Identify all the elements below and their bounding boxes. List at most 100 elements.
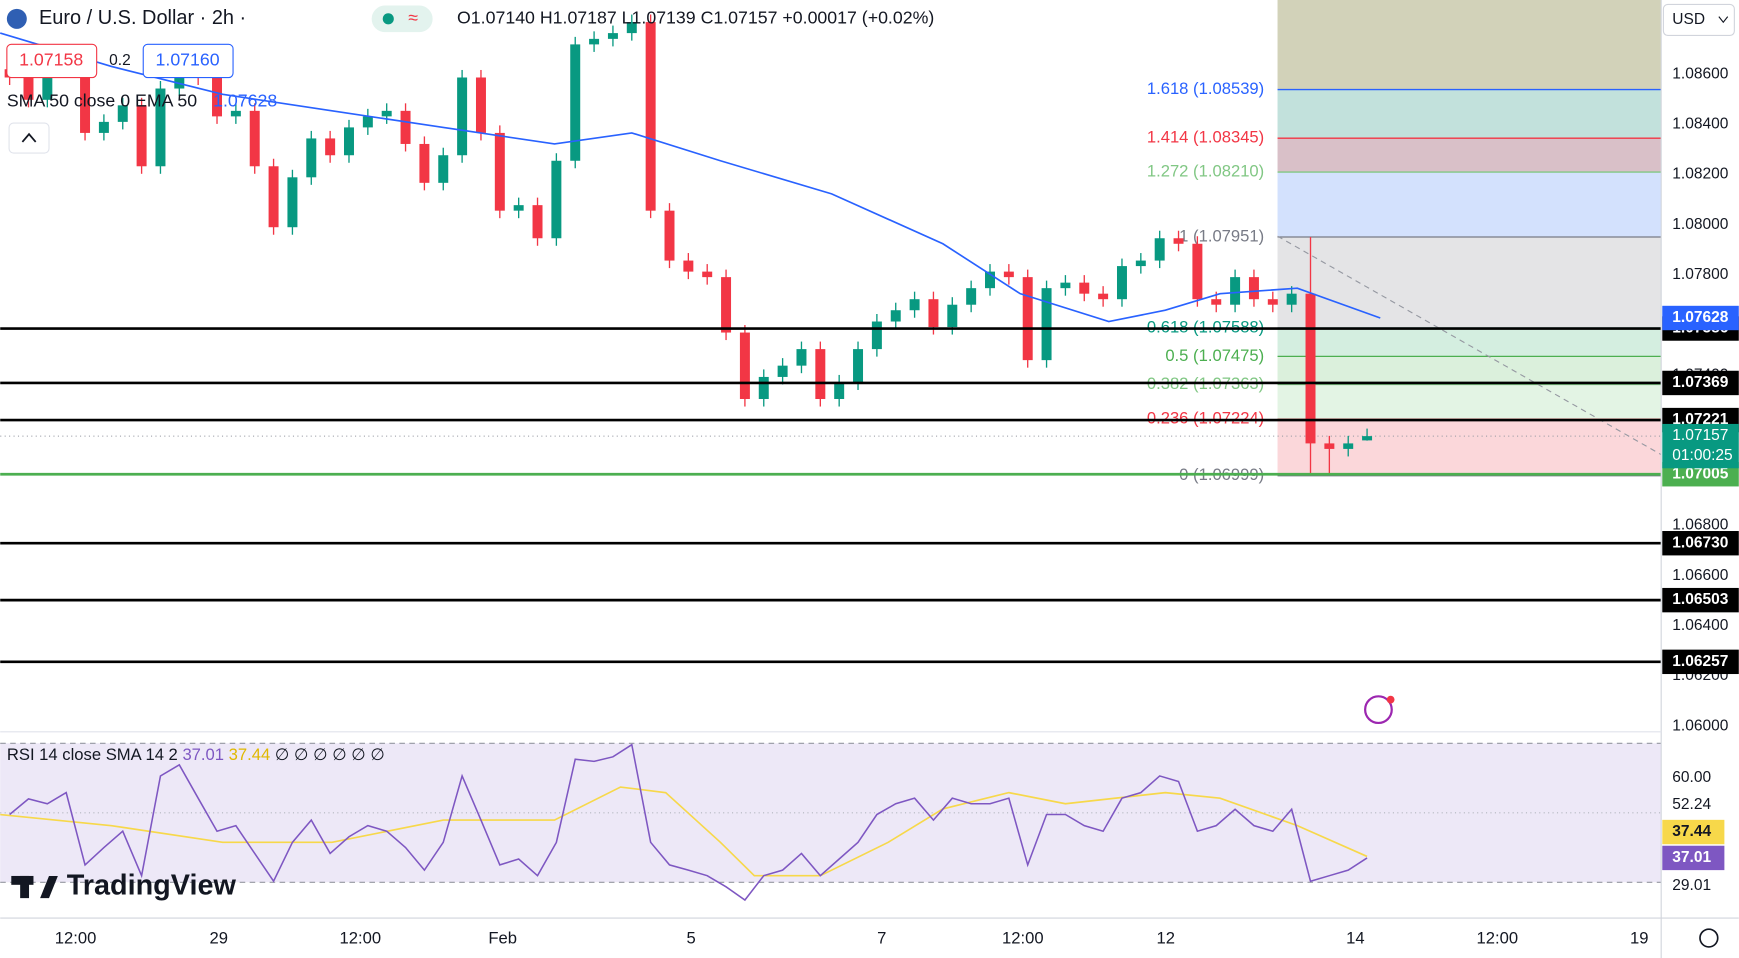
last-price-badge (1662, 423, 1739, 469)
status-pill[interactable] (371, 5, 433, 33)
candle-body (532, 205, 543, 239)
candle-body (1192, 243, 1203, 300)
x-tick-label: 12:00 (1002, 929, 1044, 948)
fib-label: 1.618 (1.08539) (1147, 79, 1264, 98)
y-tick-label: 1.08200 (1672, 166, 1728, 183)
fib-zone (1277, 328, 1662, 357)
rsi-line (9, 743, 1368, 902)
candle-body (947, 304, 958, 328)
candle-body (325, 138, 336, 156)
candle-body (155, 88, 166, 167)
buy-button[interactable] (142, 43, 234, 79)
rsi-nulls: ∅ ∅ ∅ ∅ ∅ ∅ (275, 746, 385, 765)
candle-body (1305, 293, 1316, 444)
y-tick-label: 1.08600 (1672, 65, 1728, 82)
alert-icon[interactable] (1364, 695, 1393, 725)
rsi-legend: RSI 14 close SMA 14 2 37.01 37.44 ∅ ∅ ∅ … (7, 746, 385, 765)
x-tick-label: 12 (1156, 929, 1175, 948)
candle-body (853, 349, 864, 383)
y-tick-label: 1.08000 (1672, 216, 1728, 233)
candle-body (1248, 277, 1259, 300)
candle-body (777, 365, 788, 377)
status-dot (382, 13, 394, 25)
candle-body (1041, 288, 1052, 361)
x-tick-label: 12:00 (55, 929, 97, 948)
trend-line (1277, 235, 1662, 456)
rsi-ma-value: 37.44 (229, 746, 271, 765)
fib-zone (1277, 89, 1662, 139)
candle-body (551, 160, 562, 239)
candle-body (645, 22, 656, 211)
x-tick-label: 19 (1630, 929, 1649, 948)
fib-label: 0.618 (1.07588) (1147, 317, 1264, 336)
alert-dot (1386, 695, 1395, 704)
candle-body (758, 376, 769, 400)
candle-body (1173, 238, 1184, 244)
level-badge-label: 1.07005 (1672, 465, 1728, 482)
candle-body (80, 55, 91, 133)
y-tick-label: 1.07800 (1672, 266, 1728, 283)
candle-body (796, 349, 807, 366)
x-tick-label: 14 (1346, 929, 1365, 948)
rsi-axis-value: 29.01 (1672, 877, 1711, 894)
y-tick-label: 1.06600 (1672, 567, 1728, 584)
collapse-icon (21, 132, 37, 143)
level-badge (1662, 531, 1739, 556)
y-tick-label: 1.06400 (1672, 617, 1728, 634)
candle-body (1343, 443, 1354, 449)
flag-icon (6, 8, 27, 29)
candle-body (475, 77, 486, 133)
symbol-title: Euro / U.S. Dollar · 2h · (39, 7, 246, 29)
rsi-title: RSI 14 close SMA 14 2 (7, 746, 178, 765)
status-wave: ≈ (408, 8, 418, 28)
candle-body (871, 321, 882, 350)
fib-label: 1.272 (1.08210) (1147, 161, 1264, 180)
candle-body (815, 349, 826, 400)
candle-body (306, 138, 317, 178)
rsi-badge-label: 37.01 (1672, 849, 1711, 866)
candle-body (212, 77, 223, 117)
level-badge (1662, 370, 1739, 396)
candle-body (1230, 277, 1241, 305)
fib-zone (1277, 384, 1662, 420)
spread: 0.2 (109, 52, 131, 69)
x-tick-label: 5 (687, 929, 696, 948)
x-tick-label: 7 (877, 929, 886, 948)
fib-zone (1277, 0, 1662, 90)
candle-body (513, 205, 524, 211)
sell-button[interactable] (6, 43, 98, 79)
candle-body (1286, 293, 1297, 305)
ohlc: O1.07140 H1.07187 L1.07139 C1.07157 +0.0… (457, 8, 934, 28)
candle-body (890, 310, 901, 322)
fib-label: 0.236 (1.07224) (1147, 409, 1264, 428)
currency: USD (1672, 11, 1705, 28)
sell-price: 1.07158 (19, 50, 83, 70)
currency-button[interactable] (1662, 3, 1735, 37)
candle-body (457, 77, 468, 156)
level-badge (1662, 587, 1739, 613)
rsi-value: 37.01 (182, 746, 224, 765)
rsi-ma-line (0, 786, 1368, 877)
candle-body (362, 116, 373, 128)
candle-body (985, 271, 995, 289)
fib-label: 1.414 (1.08345) (1147, 128, 1264, 147)
currency-caret (1718, 16, 1729, 24)
candle-body (1135, 260, 1146, 267)
candle-body (909, 299, 920, 311)
rsi-badge (1662, 845, 1725, 871)
candle-body (1211, 299, 1222, 305)
candle-body (607, 33, 618, 39)
rsi-axis-value: 52.24 (1672, 796, 1711, 813)
candle-body (1154, 238, 1165, 261)
settings-icon[interactable] (1699, 928, 1719, 948)
fib-zone (1277, 172, 1662, 237)
candle-body (1362, 436, 1373, 441)
watermark-logo: TradingView (11, 870, 237, 902)
level-badge-label: 1.06730 (1672, 534, 1728, 551)
candle-body (249, 110, 260, 167)
candle-body (739, 332, 750, 400)
level-badge-label: 1.07221 (1672, 411, 1728, 428)
fib-zone (1277, 138, 1662, 173)
rsi-tick-label: 60.00 (1672, 769, 1711, 786)
collapse-button[interactable] (8, 122, 50, 154)
